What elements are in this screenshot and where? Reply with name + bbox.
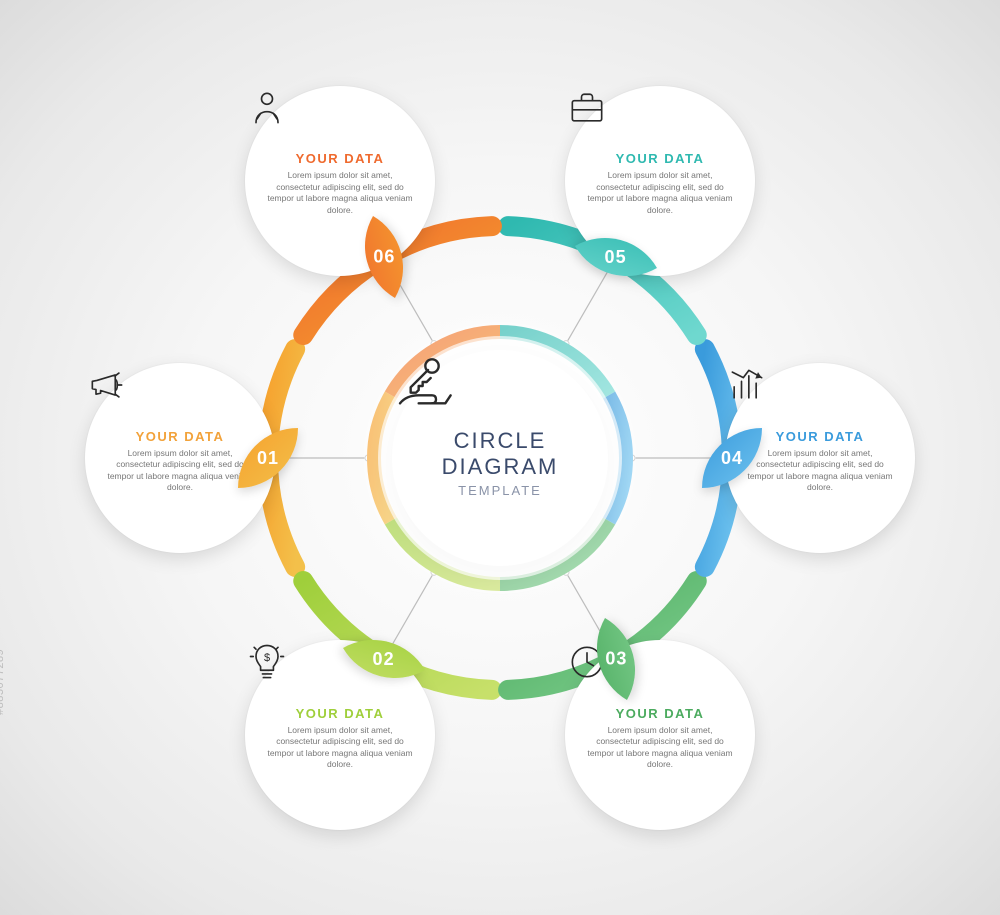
node-body-01: Lorem ipsum dolor sit amet, consectetur …: [105, 448, 255, 494]
node-title-02: YOUR DATA: [296, 706, 385, 721]
node-body-02: Lorem ipsum dolor sit amet, consectetur …: [265, 725, 415, 771]
badge-number-02: 02: [373, 648, 395, 669]
node-body-04: Lorem ipsum dolor sit amet, consectetur …: [745, 448, 895, 494]
node-body-03: Lorem ipsum dolor sit amet, consectetur …: [585, 725, 735, 771]
node-title-01: YOUR DATA: [136, 429, 225, 444]
badge-number-03: 03: [605, 648, 627, 669]
svg-text:$: $: [264, 652, 270, 664]
node-body-06: Lorem ipsum dolor sit amet, consectetur …: [265, 170, 415, 216]
node-title-03: YOUR DATA: [616, 706, 705, 721]
node-03: YOUR DATA Lorem ipsum dolor sit amet, co…: [565, 640, 755, 830]
center-subtitle: TEMPLATE: [458, 483, 542, 498]
inner-ring-segment-01: [374, 395, 391, 521]
watermark: #885077289: [0, 649, 6, 715]
node-body-05: Lorem ipsum dolor sit amet, consectetur …: [585, 170, 735, 216]
badge-number-05: 05: [605, 247, 627, 268]
badge-number-04: 04: [721, 448, 743, 469]
badge-number-01: 01: [257, 448, 279, 469]
badge-number-06: 06: [373, 247, 395, 268]
node-title-05: YOUR DATA: [616, 151, 705, 166]
inner-ring-segment-04: [609, 395, 626, 521]
center-circle: CIRCLEDIAGRAM TEMPLATE: [392, 350, 608, 566]
node-title-04: YOUR DATA: [776, 429, 865, 444]
center-title: CIRCLEDIAGRAM: [442, 428, 559, 479]
node-06: YOUR DATA Lorem ipsum dolor sit amet, co…: [245, 86, 435, 276]
node-title-06: YOUR DATA: [296, 151, 385, 166]
circle-diagram: { "type": "circle-diagram-infographic", …: [0, 0, 1000, 915]
